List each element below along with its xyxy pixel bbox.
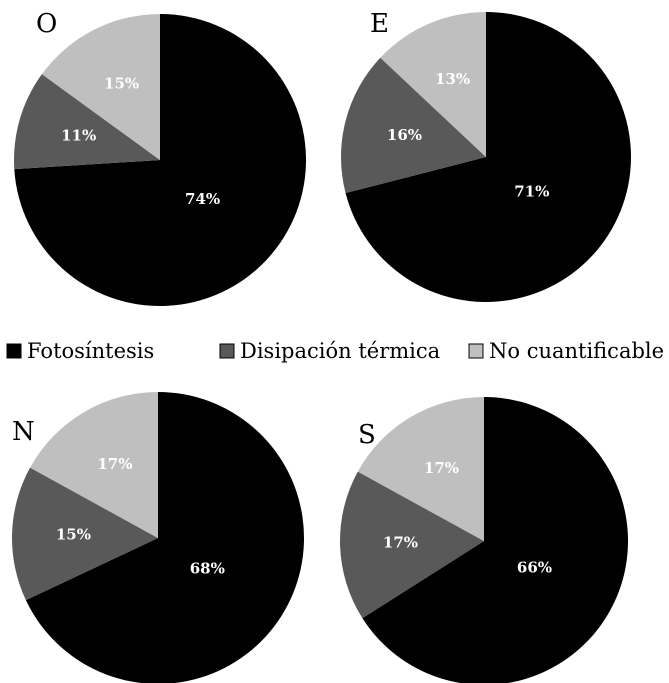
slice-label: 15%: [56, 525, 91, 543]
pie-slice-disipaci-n-t-rmica: [340, 471, 484, 619]
legend-label: Disipación térmica: [240, 339, 440, 363]
legend-swatch: [468, 343, 484, 359]
slice-label: 17%: [424, 459, 459, 477]
pie-slice-disipaci-n-t-rmica: [14, 74, 160, 170]
pie-N: N 68% 15% 17%: [12, 392, 304, 683]
panel-letter: S: [358, 420, 376, 450]
slice-label: 74%: [185, 190, 220, 208]
legend-item: Fotosíntesis: [6, 339, 154, 363]
slice-label: 13%: [435, 70, 470, 88]
pie-O: O 74% 11% 15%: [14, 9, 307, 307]
slice-label: 71%: [514, 183, 549, 201]
slice-label: 66%: [517, 559, 552, 577]
slice-label: 15%: [104, 75, 139, 93]
pie-slice-disipaci-n-t-rmica: [12, 467, 158, 601]
panel-letter: O: [36, 9, 57, 39]
pie-slice-no-cuantificable: [41, 13, 160, 160]
legend-swatch: [6, 343, 22, 359]
legend-swatch: [219, 343, 235, 359]
legend: Fotosíntesis Disipación térmica No cuantif…: [6, 339, 664, 363]
legend-item: Disipación térmica: [219, 339, 440, 363]
panel-letter: E: [370, 9, 389, 39]
pie-slice-disipaci-n-t-rmica: [341, 57, 486, 194]
pie-slice-no-cuantificable: [380, 12, 486, 157]
slice-label: 17%: [97, 455, 132, 473]
pie-panels: O 74% 11% 15% E 71% 16% 13% N 68% 15% 17% S 66% 17% 17%: [12, 9, 632, 683]
pie-slice-fotos-ntesis: [14, 14, 307, 307]
pie-slice-fotos-ntesis: [345, 12, 632, 302]
pie-S: S 66% 17% 17%: [340, 397, 628, 683]
slice-label: 68%: [190, 559, 225, 577]
slice-label: 16%: [387, 126, 422, 144]
legend-label: Fotosíntesis: [27, 339, 154, 363]
slice-label: 11%: [61, 126, 96, 144]
pie-slice-no-cuantificable: [30, 392, 159, 538]
legend-item: No cuantificable: [468, 339, 664, 363]
pie-slice-fotos-ntesis: [25, 392, 304, 683]
pie-E: E 71% 16% 13%: [341, 9, 632, 302]
slice-label: 17%: [383, 534, 418, 552]
panel-letter: N: [12, 417, 35, 447]
pie-slice-fotos-ntesis: [362, 397, 628, 683]
pie-slice-no-cuantificable: [357, 397, 484, 541]
legend-label: No cuantificable: [489, 339, 664, 363]
